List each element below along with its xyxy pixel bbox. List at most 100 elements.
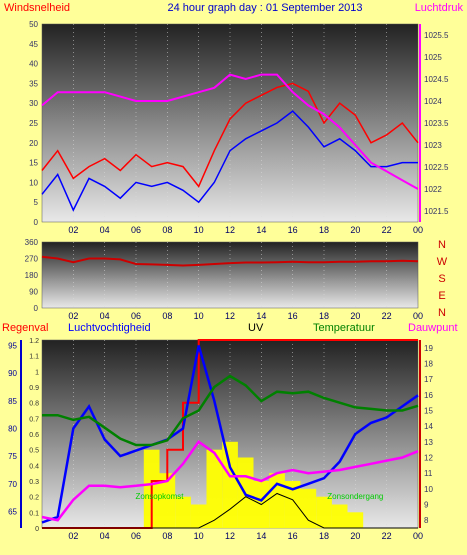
- compass-label: N: [438, 239, 446, 251]
- sunset-annotation: Zonsondergang: [327, 492, 383, 501]
- x-tick-label: 20: [350, 531, 360, 541]
- panel3-label-3: UV: [248, 322, 264, 334]
- x-tick-label: 18: [319, 531, 329, 541]
- sunrise-annotation: Zonsopkomst: [135, 492, 184, 501]
- temperature-tick-label: 17: [424, 375, 433, 384]
- panel3-label-5: Dauwpunt: [408, 322, 458, 334]
- humidity-tick-label: 70: [8, 480, 17, 489]
- dewpoint-series-line: [41, 440, 419, 522]
- x-tick-label: 06: [131, 311, 141, 321]
- temperature-tick-label: 13: [424, 438, 433, 447]
- x-tick-label: 14: [256, 225, 266, 235]
- humidity-tick-label: 80: [8, 424, 17, 433]
- direction-tick-label: 0: [34, 304, 39, 313]
- x-tick-label: 20: [350, 311, 360, 321]
- temperature-tick-label: 19: [424, 344, 433, 353]
- gust-series-line: [41, 110, 418, 212]
- x-tick-label: 00: [413, 225, 423, 235]
- uv-bar: [331, 504, 348, 528]
- uv-bar: [190, 504, 207, 528]
- direction-tick-label: 360: [25, 238, 39, 247]
- x-tick-label: 22: [382, 311, 392, 321]
- humidity-tick-label: 65: [8, 507, 17, 516]
- x-tick-label: 12: [225, 531, 235, 541]
- uv-tick-label: 0.1: [29, 510, 39, 517]
- x-tick-label: 16: [288, 225, 298, 235]
- temperature-series-line: [42, 374, 419, 447]
- wind-tick-label: 35: [29, 79, 38, 88]
- uv-bar: [300, 488, 317, 528]
- uv-tick-label: 0.7: [29, 416, 39, 423]
- panel3-label-1: Regenval: [2, 322, 48, 334]
- wind-tick-label: 0: [34, 218, 39, 227]
- uv-tick-label: 0.2: [29, 495, 39, 502]
- wind-tick-label: 15: [29, 159, 38, 168]
- x-tick-label: 00: [413, 531, 423, 541]
- humidity-tick-label: 90: [8, 369, 17, 378]
- wind-series-line: [41, 82, 419, 188]
- x-tick-label: 20: [350, 225, 360, 235]
- pressure-tick-label: 1022.5: [424, 163, 449, 172]
- x-tick-label: 22: [382, 225, 392, 235]
- x-tick-label: 06: [131, 225, 141, 235]
- x-tick-label: 10: [194, 225, 204, 235]
- x-tick-label: 08: [162, 225, 172, 235]
- pressure-tick-label: 1022: [424, 185, 442, 194]
- x-tick-label: 18: [319, 311, 329, 321]
- pressure-tick-label: 1025: [424, 53, 442, 62]
- x-tick-label: 02: [68, 311, 78, 321]
- temperature-tick-label: 9: [424, 501, 429, 510]
- x-tick-label: 04: [100, 531, 110, 541]
- uv-bar: [347, 512, 364, 528]
- compass-label: E: [438, 290, 445, 302]
- temperature-tick-label: 18: [424, 360, 433, 369]
- uv-tick-label: 0.8: [29, 401, 39, 408]
- uv-bar: [175, 496, 191, 528]
- temperature-tick-label: 11: [424, 469, 433, 478]
- panel3-label-2: Luchtvochtigheid: [68, 322, 151, 334]
- direction-tick-label: 270: [25, 255, 39, 264]
- temperature-tick-label: 10: [424, 485, 433, 494]
- x-tick-label: 06: [131, 531, 141, 541]
- x-tick-label: 10: [194, 311, 204, 321]
- uv-bar: [269, 473, 285, 528]
- wind-tick-label: 50: [29, 20, 38, 29]
- humidity-tick-label: 85: [8, 397, 17, 406]
- temperature-tick-label: 8: [424, 516, 429, 525]
- uv-tick-label: 1: [35, 369, 39, 376]
- x-tick-label: 04: [100, 311, 110, 321]
- temperature-tick-label: 16: [424, 391, 433, 400]
- uv-tick-label: 0.3: [29, 479, 39, 486]
- x-tick-label: 22: [382, 531, 392, 541]
- wind-tick-label: 5: [34, 198, 39, 207]
- x-tick-label: 10: [194, 531, 204, 541]
- x-tick-label: 14: [256, 531, 266, 541]
- uv-bar: [222, 441, 238, 528]
- uv-tick-label: 0.6: [29, 432, 39, 439]
- pressure-axis-title: Luchtdruk: [415, 2, 464, 14]
- pressure-tick-label: 1024.5: [424, 75, 449, 84]
- x-tick-label: 02: [68, 225, 78, 235]
- pressure-tick-label: 1023: [424, 141, 442, 150]
- pressure-tick-label: 1023.5: [424, 119, 449, 128]
- humidity-tick-label: 95: [8, 342, 17, 351]
- uv-tick-label: 0: [35, 526, 39, 533]
- uv-tick-label: 1.2: [29, 338, 39, 345]
- solar-series-line: [42, 492, 418, 529]
- uv-tick-label: 1.1: [29, 354, 39, 361]
- x-tick-label: 08: [162, 311, 172, 321]
- x-tick-label: 08: [162, 531, 172, 541]
- panel3-label-4: Temperatuur: [313, 322, 375, 334]
- x-tick-label: 18: [319, 225, 329, 235]
- uv-bar: [159, 473, 176, 528]
- x-tick-label: 04: [100, 225, 110, 235]
- wind-tick-label: 10: [29, 178, 38, 187]
- direction-tick-label: 90: [29, 288, 38, 297]
- compass-label: S: [438, 273, 445, 285]
- uv-tick-label: 0.9: [29, 385, 39, 392]
- chart-title: 24 hour graph day : 01 September 2013: [167, 2, 362, 14]
- temperature-tick-label: 15: [424, 407, 433, 416]
- pressure-tick-label: 1021.5: [424, 207, 449, 216]
- humidity-series-line: [41, 345, 419, 524]
